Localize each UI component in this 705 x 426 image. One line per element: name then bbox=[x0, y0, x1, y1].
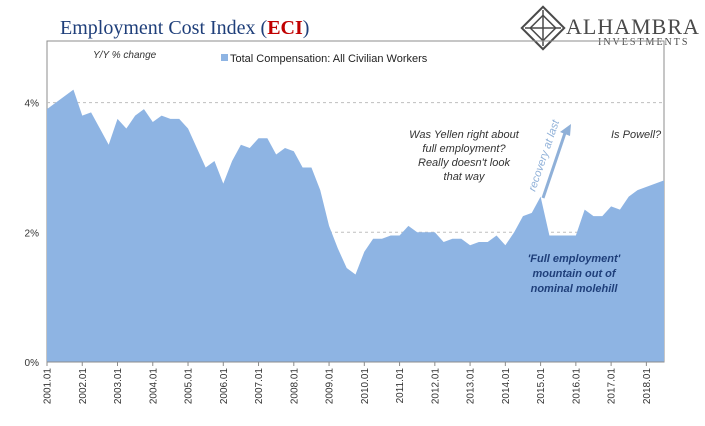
y-tick-label: 2% bbox=[25, 228, 40, 239]
recovery-arrow-shaft bbox=[541, 129, 568, 199]
x-tick-label: 2008.01 bbox=[289, 368, 300, 405]
x-tick-label: 2018.01 bbox=[642, 368, 653, 405]
alhambra-logo: ALHAMBRA INVESTMENTS bbox=[520, 5, 700, 51]
title-close: ) bbox=[303, 17, 310, 39]
annotation-mountain-line-1: 'Full employment' bbox=[528, 253, 621, 265]
annotation-yellen-line-4: that way bbox=[444, 171, 486, 183]
x-tick-label: 2016.01 bbox=[571, 368, 582, 405]
logo-sub: INVESTMENTS bbox=[598, 37, 689, 48]
x-tick-label: 2010.01 bbox=[360, 368, 371, 405]
recovery-arrow-icon bbox=[560, 124, 571, 136]
x-tick-label: 2015.01 bbox=[536, 368, 547, 405]
legend: Total Compensation: All Civilian Workers bbox=[221, 53, 428, 65]
annotation-mountain-line-2: mountain out of bbox=[532, 268, 616, 280]
annotation-yellen-line-3: Really doesn't look bbox=[418, 157, 510, 169]
x-tick-label: 2005.01 bbox=[184, 368, 195, 405]
annotation-yellen-line-2: full employment? bbox=[422, 143, 506, 155]
x-tick-label: 2012.01 bbox=[430, 368, 441, 405]
x-tick-label: 2017.01 bbox=[607, 368, 618, 405]
logo-name: ALHAMBRA bbox=[566, 14, 700, 39]
area-path bbox=[47, 89, 664, 362]
logo-diamond-icon bbox=[520, 5, 566, 51]
x-tick-label: 2003.01 bbox=[113, 368, 124, 405]
x-tick-label: 2004.01 bbox=[148, 368, 159, 405]
legend-label: Total Compensation: All Civilian Workers bbox=[230, 53, 428, 65]
annotation-yellen: Was Yellen right about full employment? … bbox=[409, 129, 520, 183]
title-accent: ECI bbox=[267, 17, 303, 39]
x-tick-label: 2014.01 bbox=[501, 368, 512, 405]
x-tick-label: 2011.01 bbox=[395, 368, 406, 404]
x-axis: 2001.01 2002.01 2003.01 2004.01 2005.01 2006.… bbox=[43, 361, 664, 405]
chart-title: Employment Cost Index (ECI) bbox=[60, 17, 309, 39]
annotation-recovery: recovery at last bbox=[526, 118, 571, 199]
x-tick-label: 2009.01 bbox=[325, 368, 336, 405]
y-tick-label: 0% bbox=[25, 358, 40, 369]
annotation-powell: Is Powell? bbox=[611, 129, 662, 141]
x-tick-label: 2007.01 bbox=[254, 368, 265, 405]
x-tick-label: 2013.01 bbox=[466, 368, 477, 405]
title-main: Employment Cost Index ( bbox=[60, 17, 268, 39]
y-axis-label: Y/Y % change bbox=[93, 50, 157, 61]
legend-swatch bbox=[221, 54, 228, 61]
x-tick-label: 2002.01 bbox=[78, 368, 89, 405]
y-axis: 0% 2% 4% bbox=[25, 99, 40, 369]
annotation-yellen-line-1: Was Yellen right about bbox=[409, 129, 520, 141]
annotation-mountain-line-3: nominal molehill bbox=[531, 283, 619, 295]
y-tick-label: 4% bbox=[25, 99, 40, 110]
x-tick-label: 2001.01 bbox=[43, 368, 54, 405]
area-series bbox=[47, 89, 664, 362]
annotation-mountain: 'Full employment' mountain out of nomina… bbox=[528, 253, 621, 295]
x-tick-label: 2006.01 bbox=[219, 368, 230, 405]
